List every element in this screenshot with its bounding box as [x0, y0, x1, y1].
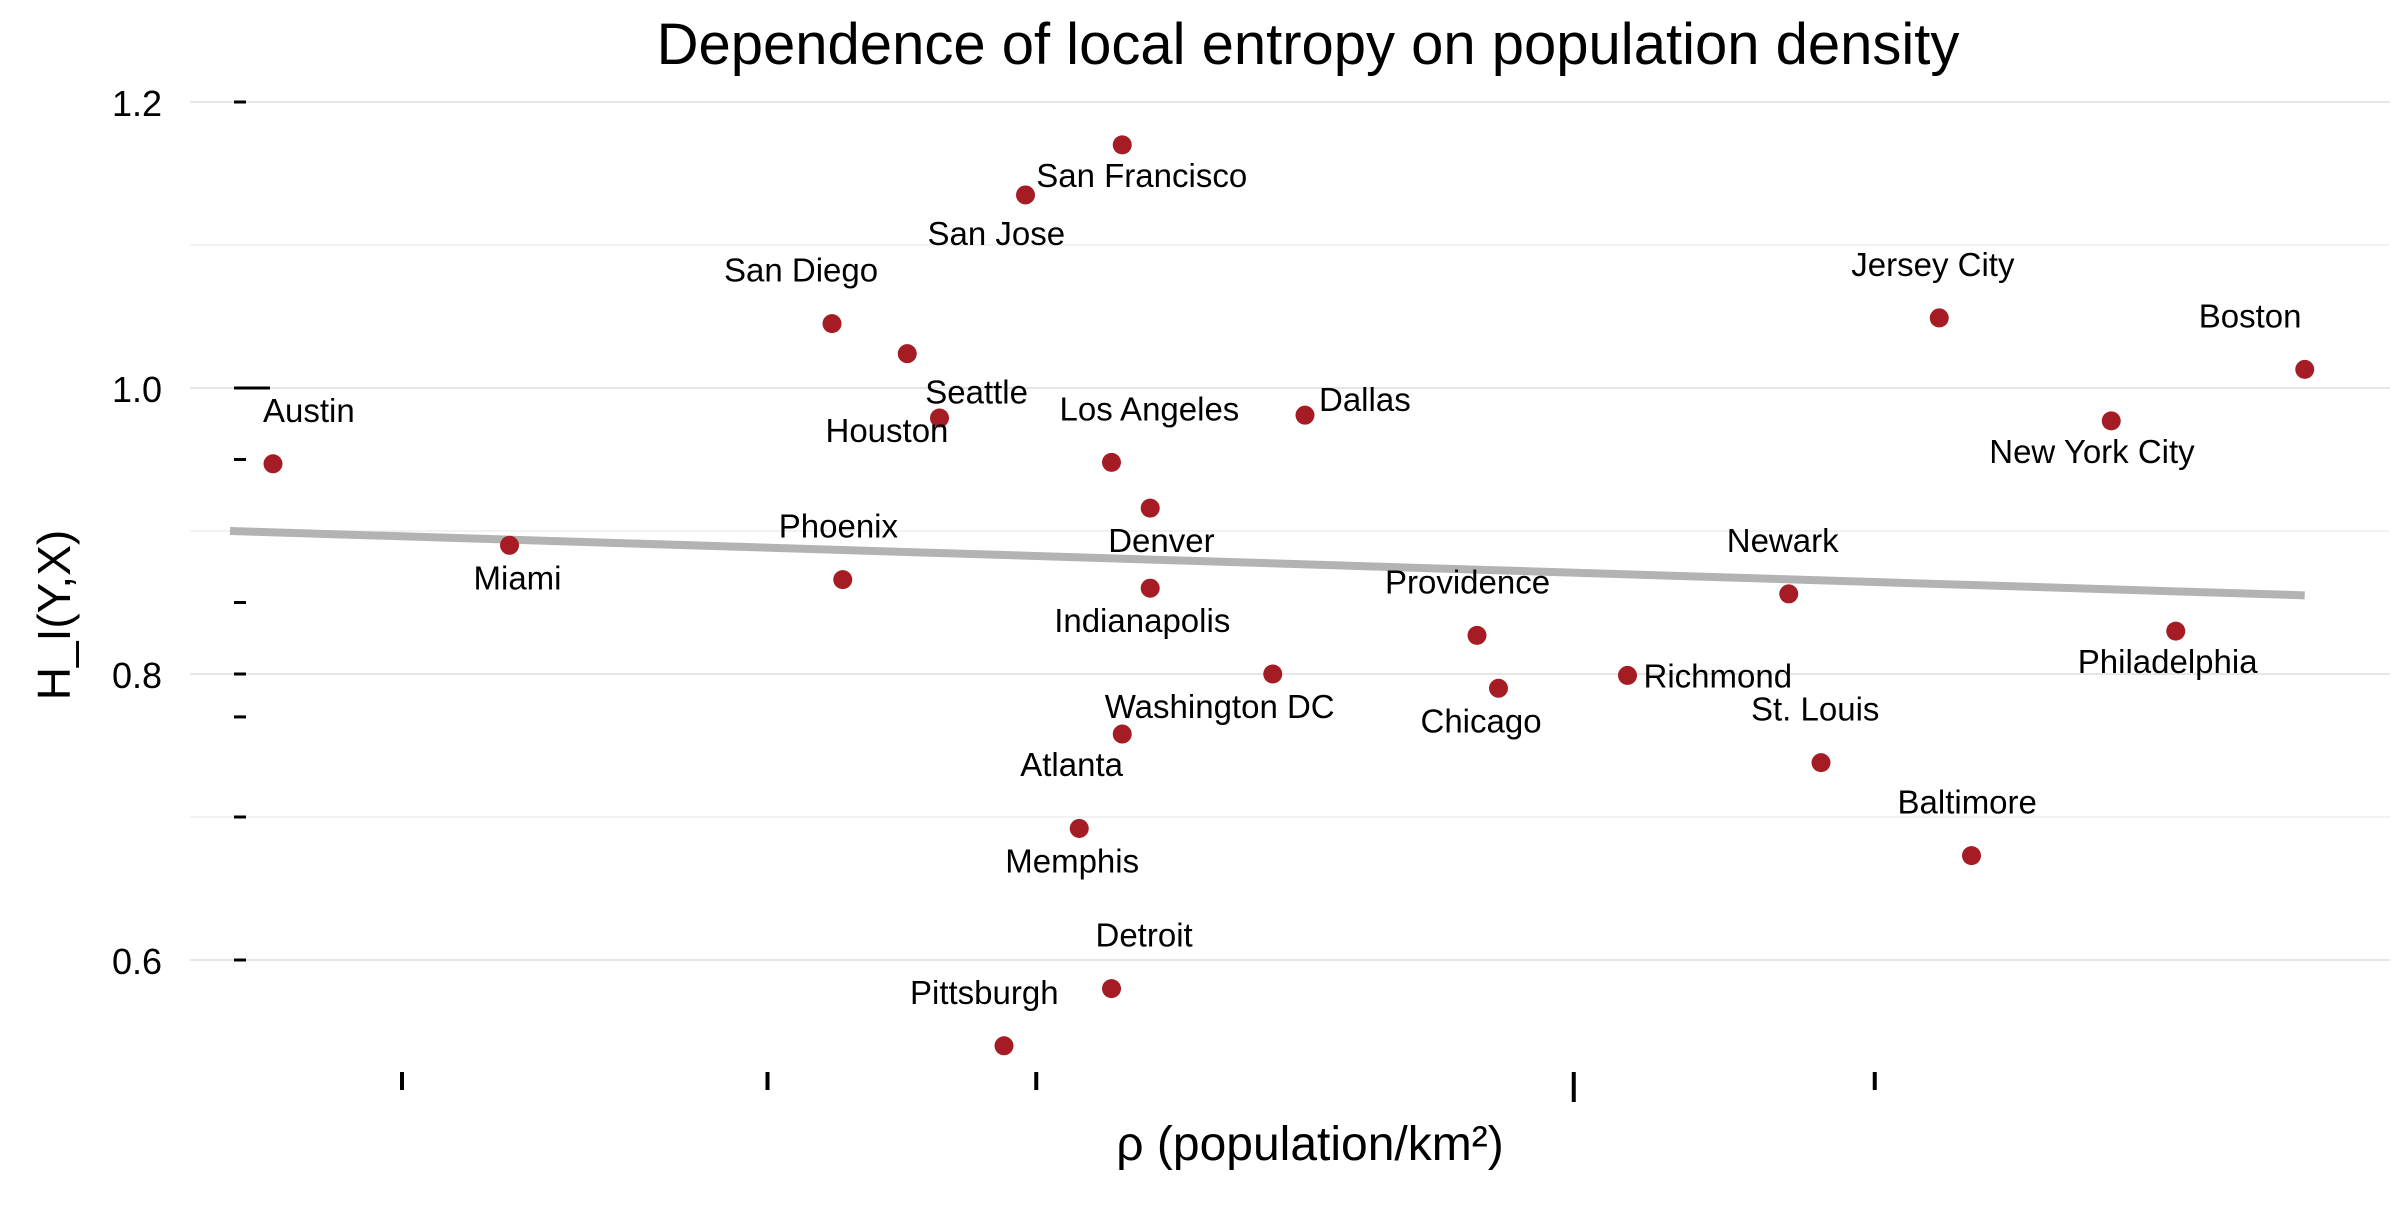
y-tick-label: 1.2 — [112, 83, 162, 124]
chart-title: Dependence of local entropy on populatio… — [657, 12, 1960, 77]
data-point — [2295, 359, 2315, 379]
y-tick-label: 1.0 — [112, 369, 162, 410]
data-point — [1467, 625, 1487, 645]
y-tick-label: 0.6 — [112, 941, 162, 982]
data-point — [1140, 498, 1160, 518]
data-point — [1102, 452, 1121, 472]
point-label: Pittsburgh — [910, 974, 1059, 1011]
point-label: San Francisco — [1036, 157, 1247, 194]
point-label: Memphis — [1005, 842, 1139, 879]
trend-line — [229, 527, 2305, 600]
y-axis-label-text: H_I(Y,X) — [28, 530, 80, 700]
point-label: Dallas — [1319, 381, 1411, 418]
trend-layer — [229, 527, 2305, 600]
data-point — [1811, 753, 1831, 773]
data-point — [1295, 405, 1315, 425]
data-point — [897, 344, 917, 364]
data-point — [1929, 308, 1949, 328]
point-label: St. Louis — [1751, 691, 1879, 728]
point-label: Jersey City — [1851, 246, 2015, 283]
y-axis-label: H_I(Y,X) — [28, 530, 80, 700]
data-point — [1779, 584, 1799, 604]
data-point — [1016, 185, 1035, 205]
data-point — [1962, 846, 1981, 866]
data-point — [994, 1036, 1014, 1056]
data-point — [1112, 724, 1132, 744]
point-label: Phoenix — [779, 508, 899, 545]
point-label: Denver — [1108, 522, 1214, 559]
label-layer: Austin Miami San Diego Phoenix SeattleHousto… — [263, 157, 2302, 1011]
point-label: New York City — [1989, 433, 2195, 470]
data-point — [1102, 979, 1121, 999]
grid-layer — [190, 101, 2390, 961]
data-point — [1618, 665, 1637, 685]
point-label: Washington DC — [1105, 688, 1335, 725]
point-label: San Diego — [724, 252, 878, 289]
data-point — [1069, 818, 1089, 838]
data-point — [822, 314, 842, 334]
data-point — [1140, 578, 1160, 598]
point-label: Providence — [1385, 563, 1550, 600]
point-label: Houston — [826, 412, 949, 449]
point-label: Boston — [2199, 297, 2302, 334]
data-point — [1112, 135, 1132, 155]
point-label: Los Angeles — [1060, 390, 1240, 427]
data-point — [833, 570, 853, 590]
axis-layer: 0.6 0.8 1.0 1.2 — [112, 83, 1877, 1102]
point-label: Detroit — [1096, 917, 1193, 954]
data-point — [1263, 664, 1283, 684]
data-point — [2101, 411, 2121, 431]
data-point — [930, 408, 949, 428]
point-label: San Jose — [928, 215, 1066, 252]
point-label: Seattle — [925, 374, 1028, 411]
point-label: Newark — [1727, 522, 1839, 559]
x-axis-label: ρ (population/km²) — [1116, 1118, 1503, 1171]
data-point — [2166, 621, 2186, 641]
point-label: Philadelphia — [2078, 643, 2258, 680]
point-label: Austin — [263, 392, 355, 429]
point-layer — [263, 135, 2315, 1056]
data-point — [1489, 678, 1508, 698]
point-label: Baltimore — [1898, 784, 2037, 821]
data-point — [500, 535, 519, 555]
point-label: Miami — [474, 559, 562, 596]
data-point — [263, 454, 283, 474]
point-label: Richmond — [1644, 657, 1793, 694]
point-label: Chicago — [1421, 702, 1542, 739]
y-tick-label: 0.8 — [112, 655, 162, 696]
point-label: Atlanta — [1020, 746, 1123, 783]
x-axis-label-text: ρ (population/km²) — [1116, 1118, 1503, 1171]
point-label: Indianapolis — [1054, 602, 1230, 639]
